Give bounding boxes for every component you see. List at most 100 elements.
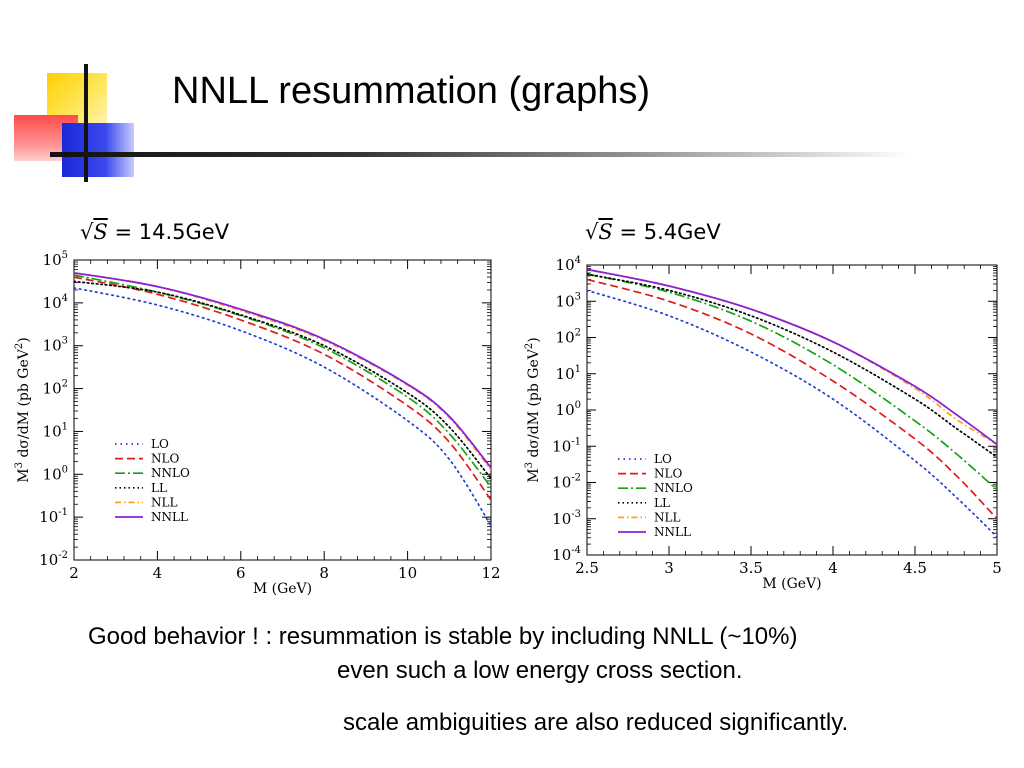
decor-blue-square: [62, 123, 134, 177]
y-tick-label: 103: [43, 336, 68, 355]
x-axis-label: M (GeV): [762, 576, 821, 592]
sqrt-s-var: S: [93, 220, 108, 244]
y-label-part: ): [16, 337, 32, 342]
x-tick-label: 3.5: [739, 559, 763, 577]
y-tick-exponent: 3: [62, 336, 68, 347]
y-tick-exponent: 1: [575, 364, 581, 375]
series-line-nnll: [587, 268, 997, 446]
sqrt-s-value-left: = 14.5GeV: [114, 220, 230, 244]
x-tick-label: 4: [153, 564, 163, 582]
y-tick-label: 100: [556, 400, 581, 419]
series-line-nlo: [587, 278, 997, 520]
y-tick-base: 10: [552, 510, 571, 528]
legend-label-nnlo: NNLO: [654, 481, 693, 495]
x-tick-label: 10: [398, 564, 417, 582]
series-line-nnll: [74, 272, 491, 469]
y-tick-label: 101: [556, 364, 581, 383]
y-label-part: dσ/dM (pb GeV: [16, 348, 32, 462]
x-tick-label: 2.5: [575, 559, 599, 577]
series-line-nlo: [74, 276, 491, 501]
sqrt-s-var: S: [598, 220, 613, 244]
series-line-nnlo: [74, 274, 491, 488]
y-tick-label: 100: [43, 464, 68, 483]
sqrt-s-label-left: √S = 14.5GeV: [80, 220, 229, 244]
y-tick-exponent: 2: [575, 328, 581, 339]
y-label-sup: 2: [14, 343, 25, 349]
y-tick-exponent: -1: [571, 436, 581, 447]
legend-label-nll: NLL: [654, 510, 680, 524]
y-tick-label: 101: [43, 421, 68, 440]
y-tick-exponent: 0: [62, 464, 68, 475]
y-tick-label: 10-1: [39, 507, 68, 526]
y-tick-base: 10: [556, 292, 575, 310]
sqrt-s-value-right: = 5.4GeV: [619, 220, 721, 244]
y-tick-label: 10-2: [39, 550, 68, 569]
y-label-sup: 3: [14, 462, 25, 468]
plot-frame: [586, 264, 998, 556]
y-tick-label: 104: [43, 293, 68, 312]
legend-label-nll: NLL: [151, 495, 177, 509]
y-tick-label: 102: [43, 379, 68, 398]
note-low-energy: even such a low energy cross section.: [337, 657, 743, 684]
y-tick-base: 10: [556, 401, 575, 419]
series-group: [587, 268, 997, 538]
y-tick-base: 10: [43, 294, 62, 312]
y-tick-label: 103: [556, 291, 581, 310]
y-tick-exponent: -4: [571, 545, 581, 556]
y-tick-base: 10: [552, 437, 571, 455]
x-tick-label: 6: [236, 564, 246, 582]
y-tick-exponent: -1: [58, 507, 68, 518]
decor-horizontal-rule: [50, 152, 910, 157]
legend-label-lo: LO: [654, 452, 672, 466]
y-label-part: dσ/dM (pb GeV: [526, 348, 542, 462]
y-label-sup: 2: [524, 343, 535, 349]
y-tick-exponent: 5: [62, 250, 68, 261]
y-tick-exponent: -3: [571, 509, 581, 520]
sqrt-s-label-right: √S = 5.4GeV: [585, 220, 721, 244]
y-tick-label: 10-1: [552, 436, 581, 455]
y-tick-exponent: 4: [62, 293, 68, 304]
y-tick-base: 10: [39, 508, 58, 526]
legend-label-ll: LL: [654, 496, 670, 510]
y-label-part: ): [526, 337, 542, 342]
x-tick-label: 4.5: [903, 559, 927, 577]
y-tick-base: 10: [43, 337, 62, 355]
y-tick-label: 104: [556, 255, 581, 274]
y-tick-exponent: 0: [575, 400, 581, 411]
note-good-behavior: Good behavior ! : resummation is stable …: [88, 623, 798, 650]
y-tick-base: 10: [556, 256, 575, 274]
y-tick-base: 10: [43, 380, 62, 398]
y-axis-label: M3 dσ/dM (pb GeV2): [14, 337, 32, 482]
x-tick-label: 8: [319, 564, 329, 582]
legend-label-nlo: NLO: [654, 467, 682, 481]
legend-label-ll: LL: [151, 481, 167, 495]
y-label-part: M: [526, 468, 542, 482]
y-tick-exponent: 4: [575, 255, 581, 266]
y-tick-exponent: 1: [62, 421, 68, 432]
y-tick-label: 10-4: [552, 545, 581, 564]
series-group: [74, 272, 491, 527]
x-tick-label: 5: [992, 559, 1002, 577]
x-axis-label: M (GeV): [253, 581, 312, 595]
sqrt-symbol: √: [80, 220, 94, 244]
y-tick-label: 10-2: [552, 473, 581, 492]
y-tick-base: 10: [43, 465, 62, 483]
x-tick-label: 2: [69, 564, 79, 582]
legend-label-nlo: NLO: [151, 452, 179, 466]
series-line-ll: [74, 280, 491, 480]
y-tick-label: 10-3: [552, 509, 581, 528]
slide-title: NNLL resummation (graphs): [172, 70, 650, 112]
y-tick-base: 10: [43, 422, 62, 440]
decor-vertical-line: [84, 64, 88, 182]
y-tick-exponent: -2: [58, 550, 68, 561]
legend-label-nnll: NNLL: [151, 510, 188, 524]
x-tick-label: 12: [481, 564, 500, 582]
y-tick-base: 10: [43, 251, 62, 269]
note-scale-ambiguities: scale ambiguities are also reduced signi…: [343, 709, 849, 736]
y-tick-exponent: 2: [62, 379, 68, 390]
y-tick-base: 10: [39, 551, 58, 569]
y-tick-label: 105: [43, 250, 68, 269]
y-tick-base: 10: [556, 329, 575, 347]
